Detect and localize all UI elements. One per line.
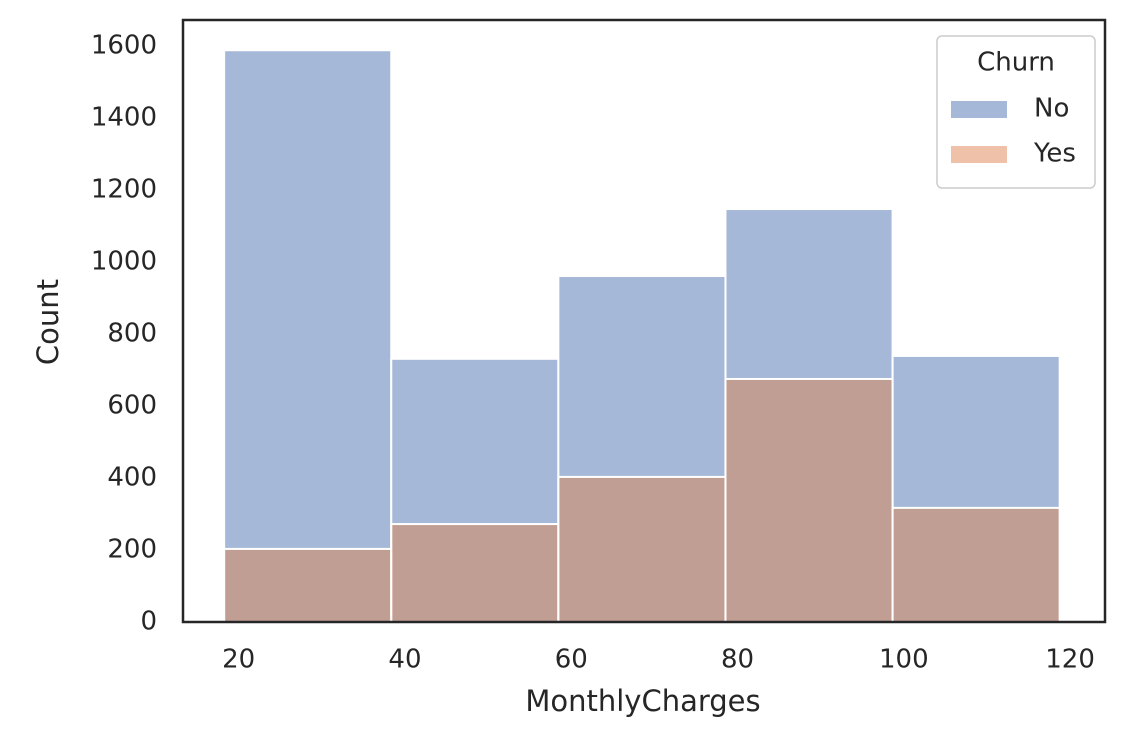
x-tick-label: 40 xyxy=(388,645,421,675)
x-axis-label: MonthlyCharges xyxy=(525,684,760,718)
x-tick-label: 100 xyxy=(879,645,929,675)
histogram-bar xyxy=(891,506,1061,624)
y-tick-label: 200 xyxy=(107,534,157,564)
histogram-bar xyxy=(390,523,560,623)
histogram-bar xyxy=(724,377,894,624)
y-tick-label: 1400 xyxy=(91,102,157,132)
legend-swatch xyxy=(951,146,1007,163)
x-tick-label: 120 xyxy=(1045,645,1095,675)
plot-frame xyxy=(181,18,1107,624)
x-tick-label: 80 xyxy=(721,645,754,675)
histogram-bar xyxy=(557,475,727,624)
y-tick-label: 0 xyxy=(140,607,157,637)
y-tick-label: 1600 xyxy=(91,30,157,60)
y-tick-label: 800 xyxy=(107,318,157,348)
y-tick-label: 1200 xyxy=(91,174,157,204)
legend-label: Yes xyxy=(1033,139,1076,169)
legend-label: No xyxy=(1034,94,1069,124)
x-tick-label: 20 xyxy=(222,645,255,675)
legend-title: Churn xyxy=(977,48,1055,78)
y-axis-label: Count xyxy=(31,279,65,365)
y-tick-label: 1000 xyxy=(91,246,157,276)
x-tick-label: 60 xyxy=(555,645,588,675)
y-tick-label: 400 xyxy=(107,462,157,492)
legend-swatch xyxy=(951,101,1007,118)
histogram-bar xyxy=(223,547,393,623)
histogram-bar xyxy=(223,49,393,623)
y-tick-label: 600 xyxy=(107,390,157,420)
